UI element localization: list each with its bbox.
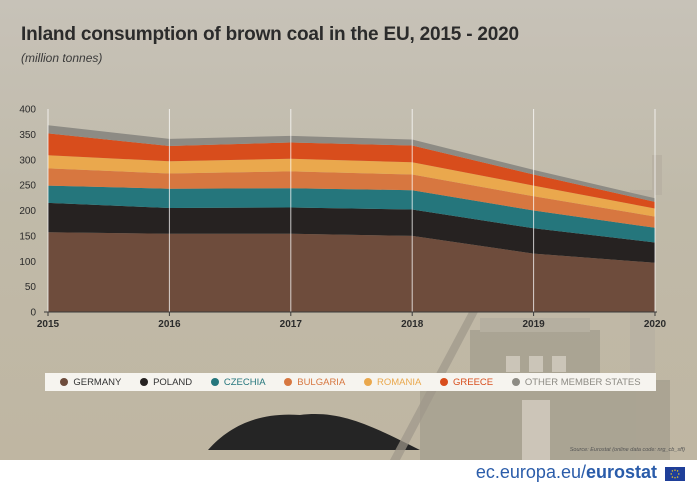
y-tick-label: 250 xyxy=(19,181,36,192)
area-series-greece xyxy=(48,133,655,209)
x-tick-label: 2019 xyxy=(522,319,545,330)
y-tick-label: 50 xyxy=(25,282,37,293)
x-tick-label: 2015 xyxy=(37,319,60,330)
y-tick-label: 350 xyxy=(19,130,36,141)
infographic-card: Inland consumption of brown coal in the … xyxy=(0,0,697,460)
legend-swatch xyxy=(210,378,219,386)
area-series-romania xyxy=(48,155,655,217)
legend-swatch xyxy=(440,378,448,386)
legend-swatch xyxy=(363,378,372,386)
x-tick-label: 2018 xyxy=(401,319,424,330)
legend-item-germany: GERMANY xyxy=(60,377,121,388)
legend-label: BULGARIA xyxy=(297,376,346,388)
chart-legend: GERMANY POLAND CZECHIA BULGARIA ROMANIA GREEC… xyxy=(45,373,656,391)
area-series-other-member-states xyxy=(48,125,655,202)
footer-domain: ec.europa.eu/ xyxy=(475,462,586,482)
legend-item-romania: ROMANIA xyxy=(363,376,422,388)
legend-item-czechia: CZECHIA xyxy=(210,376,266,388)
x-tick-label: 2017 xyxy=(280,319,303,330)
area-series-bulgaria xyxy=(48,168,655,228)
y-tick-label: 0 xyxy=(30,308,36,319)
source-note: Source: Eurostat (online data code: nrg_… xyxy=(569,447,685,453)
area-series-poland xyxy=(48,202,655,263)
y-tick-label: 200 xyxy=(19,206,36,217)
legend-label: OTHER MEMBER STATES xyxy=(524,376,641,388)
legend-swatch xyxy=(140,378,149,386)
legend-item-bulgaria: BULGARIA xyxy=(284,377,345,388)
footer-bar: ec.europa.eu/eurostat xyxy=(0,460,697,488)
coal-pile-illustration xyxy=(208,414,420,450)
legend-label: ROMANIA xyxy=(376,376,422,388)
legend-label: CZECHIA xyxy=(223,376,266,388)
legend-swatch xyxy=(284,378,293,386)
y-tick-label: 100 xyxy=(19,257,36,268)
footer-website[interactable]: ec.europa.eu/eurostat xyxy=(476,462,657,483)
area-series-germany xyxy=(48,232,655,312)
legend-swatch xyxy=(511,378,520,386)
chart-subtitle: (million tonnes) xyxy=(21,51,103,65)
eu-flag-icon xyxy=(665,467,685,481)
y-tick-label: 150 xyxy=(19,231,36,242)
x-tick-label: 2016 xyxy=(158,319,181,330)
stacked-area-chart: 0 50 100 150 200 250 300 350 400 2015 2016 2017 2018… xyxy=(19,105,667,331)
legend-item-greece: GREECE xyxy=(440,377,493,388)
legend-label: GERMANY xyxy=(73,376,122,388)
x-tick-label: 2020 xyxy=(644,319,667,330)
footer-brand: eurostat xyxy=(585,462,657,482)
legend-label: GREECE xyxy=(453,376,494,388)
legend-item-other-member-states: OTHER MEMBER STATES xyxy=(511,376,641,388)
legend-label: POLAND xyxy=(153,376,193,388)
y-tick-label: 300 xyxy=(19,155,36,166)
chart-title: Inland consumption of brown coal in the … xyxy=(21,24,519,45)
y-tick-label: 400 xyxy=(19,105,36,116)
legend-swatch xyxy=(60,378,69,386)
area-series-czechia xyxy=(48,185,655,243)
legend-item-poland: POLAND xyxy=(140,377,192,388)
